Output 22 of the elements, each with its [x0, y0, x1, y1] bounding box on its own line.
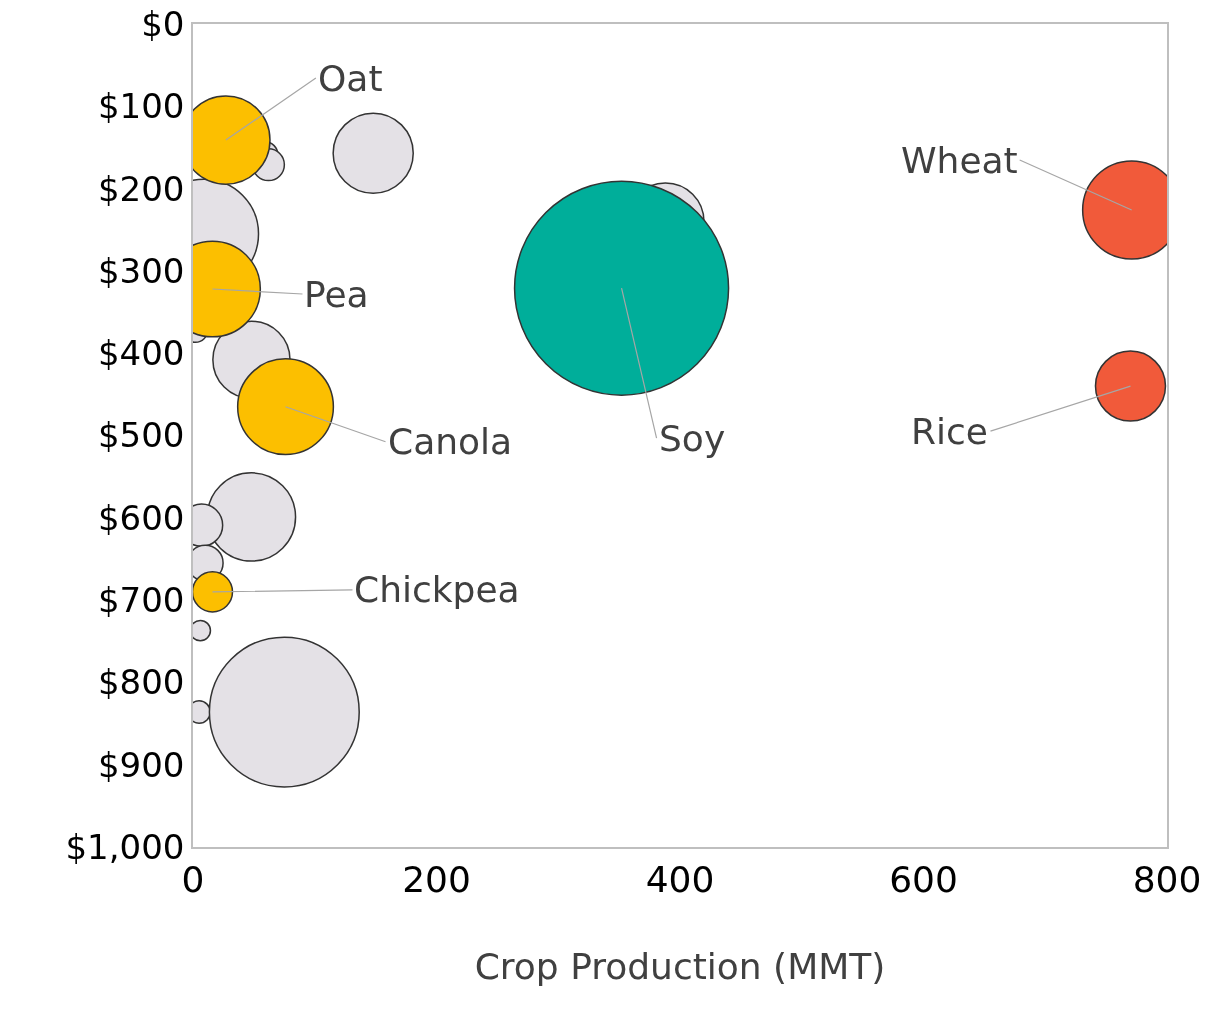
y-tick-label: $200 — [97, 168, 185, 209]
x-tick-label: 600 — [889, 858, 958, 900]
y-tick-label: $800 — [97, 662, 185, 703]
x-tick-label: 800 — [1132, 858, 1202, 900]
annotation: Wheat — [901, 140, 1018, 181]
y-tick-label: $600 — [97, 497, 185, 538]
y-tick-label: $400 — [97, 333, 185, 374]
annotation: Chickpea — [354, 569, 520, 610]
annotation: Oat — [318, 58, 383, 99]
annotation: Rice — [911, 411, 988, 452]
annotation: Canola — [388, 421, 513, 462]
y-tick-label: $900 — [97, 744, 185, 785]
y-tick-label: $0 — [141, 3, 185, 44]
y-tick-label: $300 — [97, 250, 185, 291]
x-tick-label: 400 — [645, 858, 715, 900]
y-tick-label: $500 — [97, 415, 185, 456]
x-tick-label: 200 — [402, 858, 471, 900]
annotation: Soy — [659, 418, 726, 459]
y-tick-label: $100 — [97, 86, 185, 127]
x-axis-title: Crop Production (MMT) — [474, 946, 886, 988]
y-tick-label: $700 — [97, 580, 185, 620]
annotation: Pea — [304, 274, 369, 315]
